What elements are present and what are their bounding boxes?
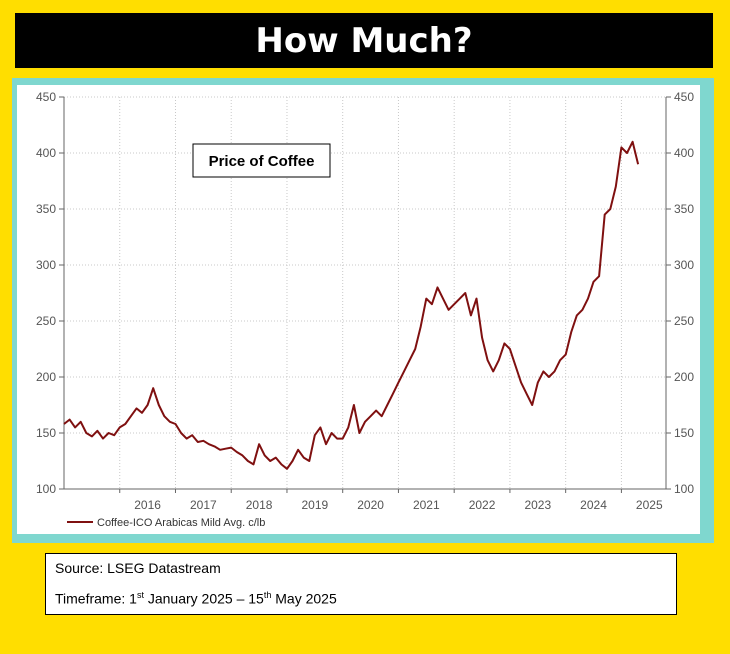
x-tick-label: 2022	[469, 498, 496, 512]
y-tick-label-right: 200	[674, 370, 694, 384]
y-tick-label-right: 250	[674, 314, 694, 328]
y-tick-label-right: 350	[674, 202, 694, 216]
y-tick-label: 300	[36, 258, 56, 272]
y-tick-label: 100	[36, 482, 56, 496]
annotation-label: Price of Coffee	[209, 153, 315, 170]
x-tick-label: 2018	[246, 498, 273, 512]
x-tick-label: 2016	[134, 498, 161, 512]
timeframe-sup-1: st	[136, 590, 144, 600]
timeframe-text: Timeframe: 1st January 2025 – 15th May 2…	[55, 590, 337, 607]
annotation-box	[192, 143, 331, 178]
timeframe-sup-2: th	[263, 590, 272, 600]
y-tick-label-right: 450	[674, 90, 694, 104]
timeframe-prefix: Timeframe: 1	[55, 590, 137, 607]
x-tick-label: 2019	[301, 498, 328, 512]
y-tick-label: 350	[36, 202, 56, 216]
x-tick-label: 2024	[580, 498, 607, 512]
x-tick-label: 2023	[524, 498, 551, 512]
series-line	[63, 140, 640, 470]
legend-label: Coffee-ICO Arabicas Mild Avg. c/lb	[97, 517, 265, 529]
source-box: Source: LSEG Datastream Timeframe: 1st J…	[45, 553, 677, 615]
y-tick-label-right: 150	[674, 426, 694, 440]
y-tick-label: 150	[36, 426, 56, 440]
source-text: Source: LSEG Datastream	[55, 560, 221, 576]
x-tick-label: 2020	[357, 498, 384, 512]
chart-panel: 100 100 150 150 200 200 250 250 300 300 350 350 400 4…	[17, 85, 700, 534]
y-tick-label-right: 300	[674, 258, 694, 272]
x-tick-label: 2021	[413, 498, 440, 512]
y-tick-label-right: 400	[674, 146, 694, 160]
price-chart: 100 100 150 150 200 200 250 250 300 300 350 350 400 4…	[36, 90, 694, 529]
y-tick-label: 200	[36, 370, 56, 384]
timeframe-middle: January 2025 – 15	[143, 590, 264, 607]
page-title-text: How Much?	[255, 20, 473, 61]
y-tick-label: 450	[36, 90, 56, 104]
x-tick-label: 2025	[636, 498, 663, 512]
y-tick-label: 250	[36, 314, 56, 328]
page-title: How Much?	[15, 13, 713, 68]
timeframe-suffix: May 2025	[271, 590, 337, 607]
x-tick-label: 2017	[190, 498, 217, 512]
y-tick-label: 400	[36, 146, 56, 160]
y-tick-label-right: 100	[674, 482, 694, 496]
